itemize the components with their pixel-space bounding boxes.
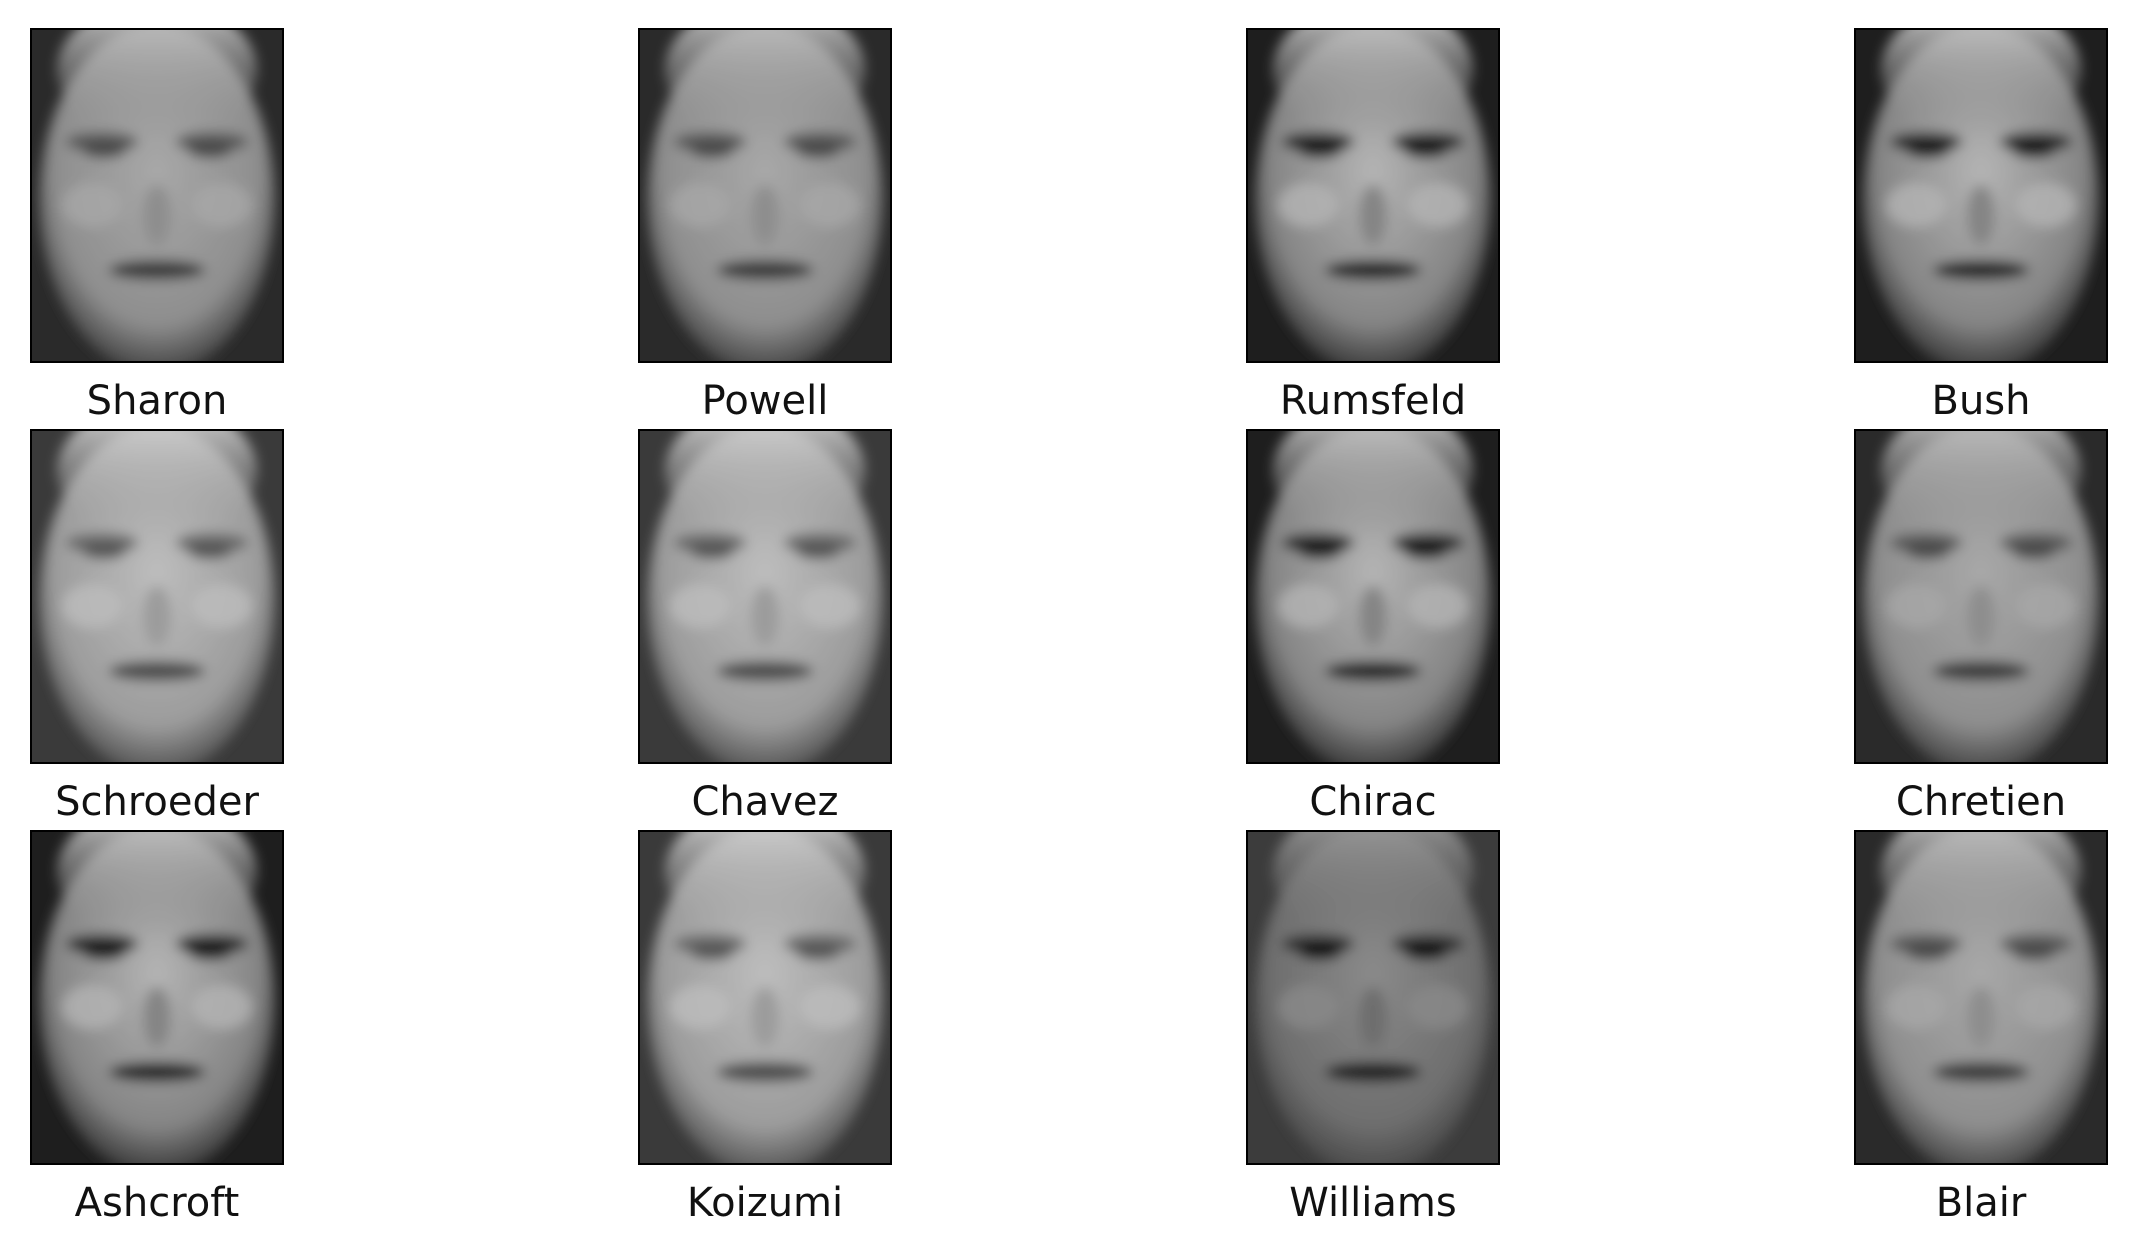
face-label: Ashcroft — [74, 1180, 240, 1226]
face-image — [30, 429, 284, 764]
face-label: Sharon — [86, 378, 228, 424]
face-image — [30, 28, 284, 363]
face-image — [1854, 28, 2108, 363]
face-label: Schroeder — [55, 779, 259, 825]
face-label: Williams — [1289, 1180, 1457, 1226]
face-label: Chavez — [691, 779, 839, 825]
face-label: Bush — [1931, 378, 2031, 424]
face-image — [638, 28, 892, 363]
face-label: Powell — [701, 378, 829, 424]
face-image — [638, 429, 892, 764]
face-image — [638, 830, 892, 1165]
face-label: Rumsfeld — [1279, 378, 1467, 424]
face-label: Chirac — [1309, 779, 1437, 825]
face-image — [1246, 429, 1500, 764]
face-image — [30, 830, 284, 1165]
face-image — [1854, 830, 2108, 1165]
face-image — [1246, 830, 1500, 1165]
face-label: Chretien — [1895, 779, 2067, 825]
face-label: Koizumi — [686, 1180, 844, 1226]
face-image — [1854, 429, 2108, 764]
face-image — [1246, 28, 1500, 363]
face-label: Blair — [1935, 1180, 2027, 1226]
